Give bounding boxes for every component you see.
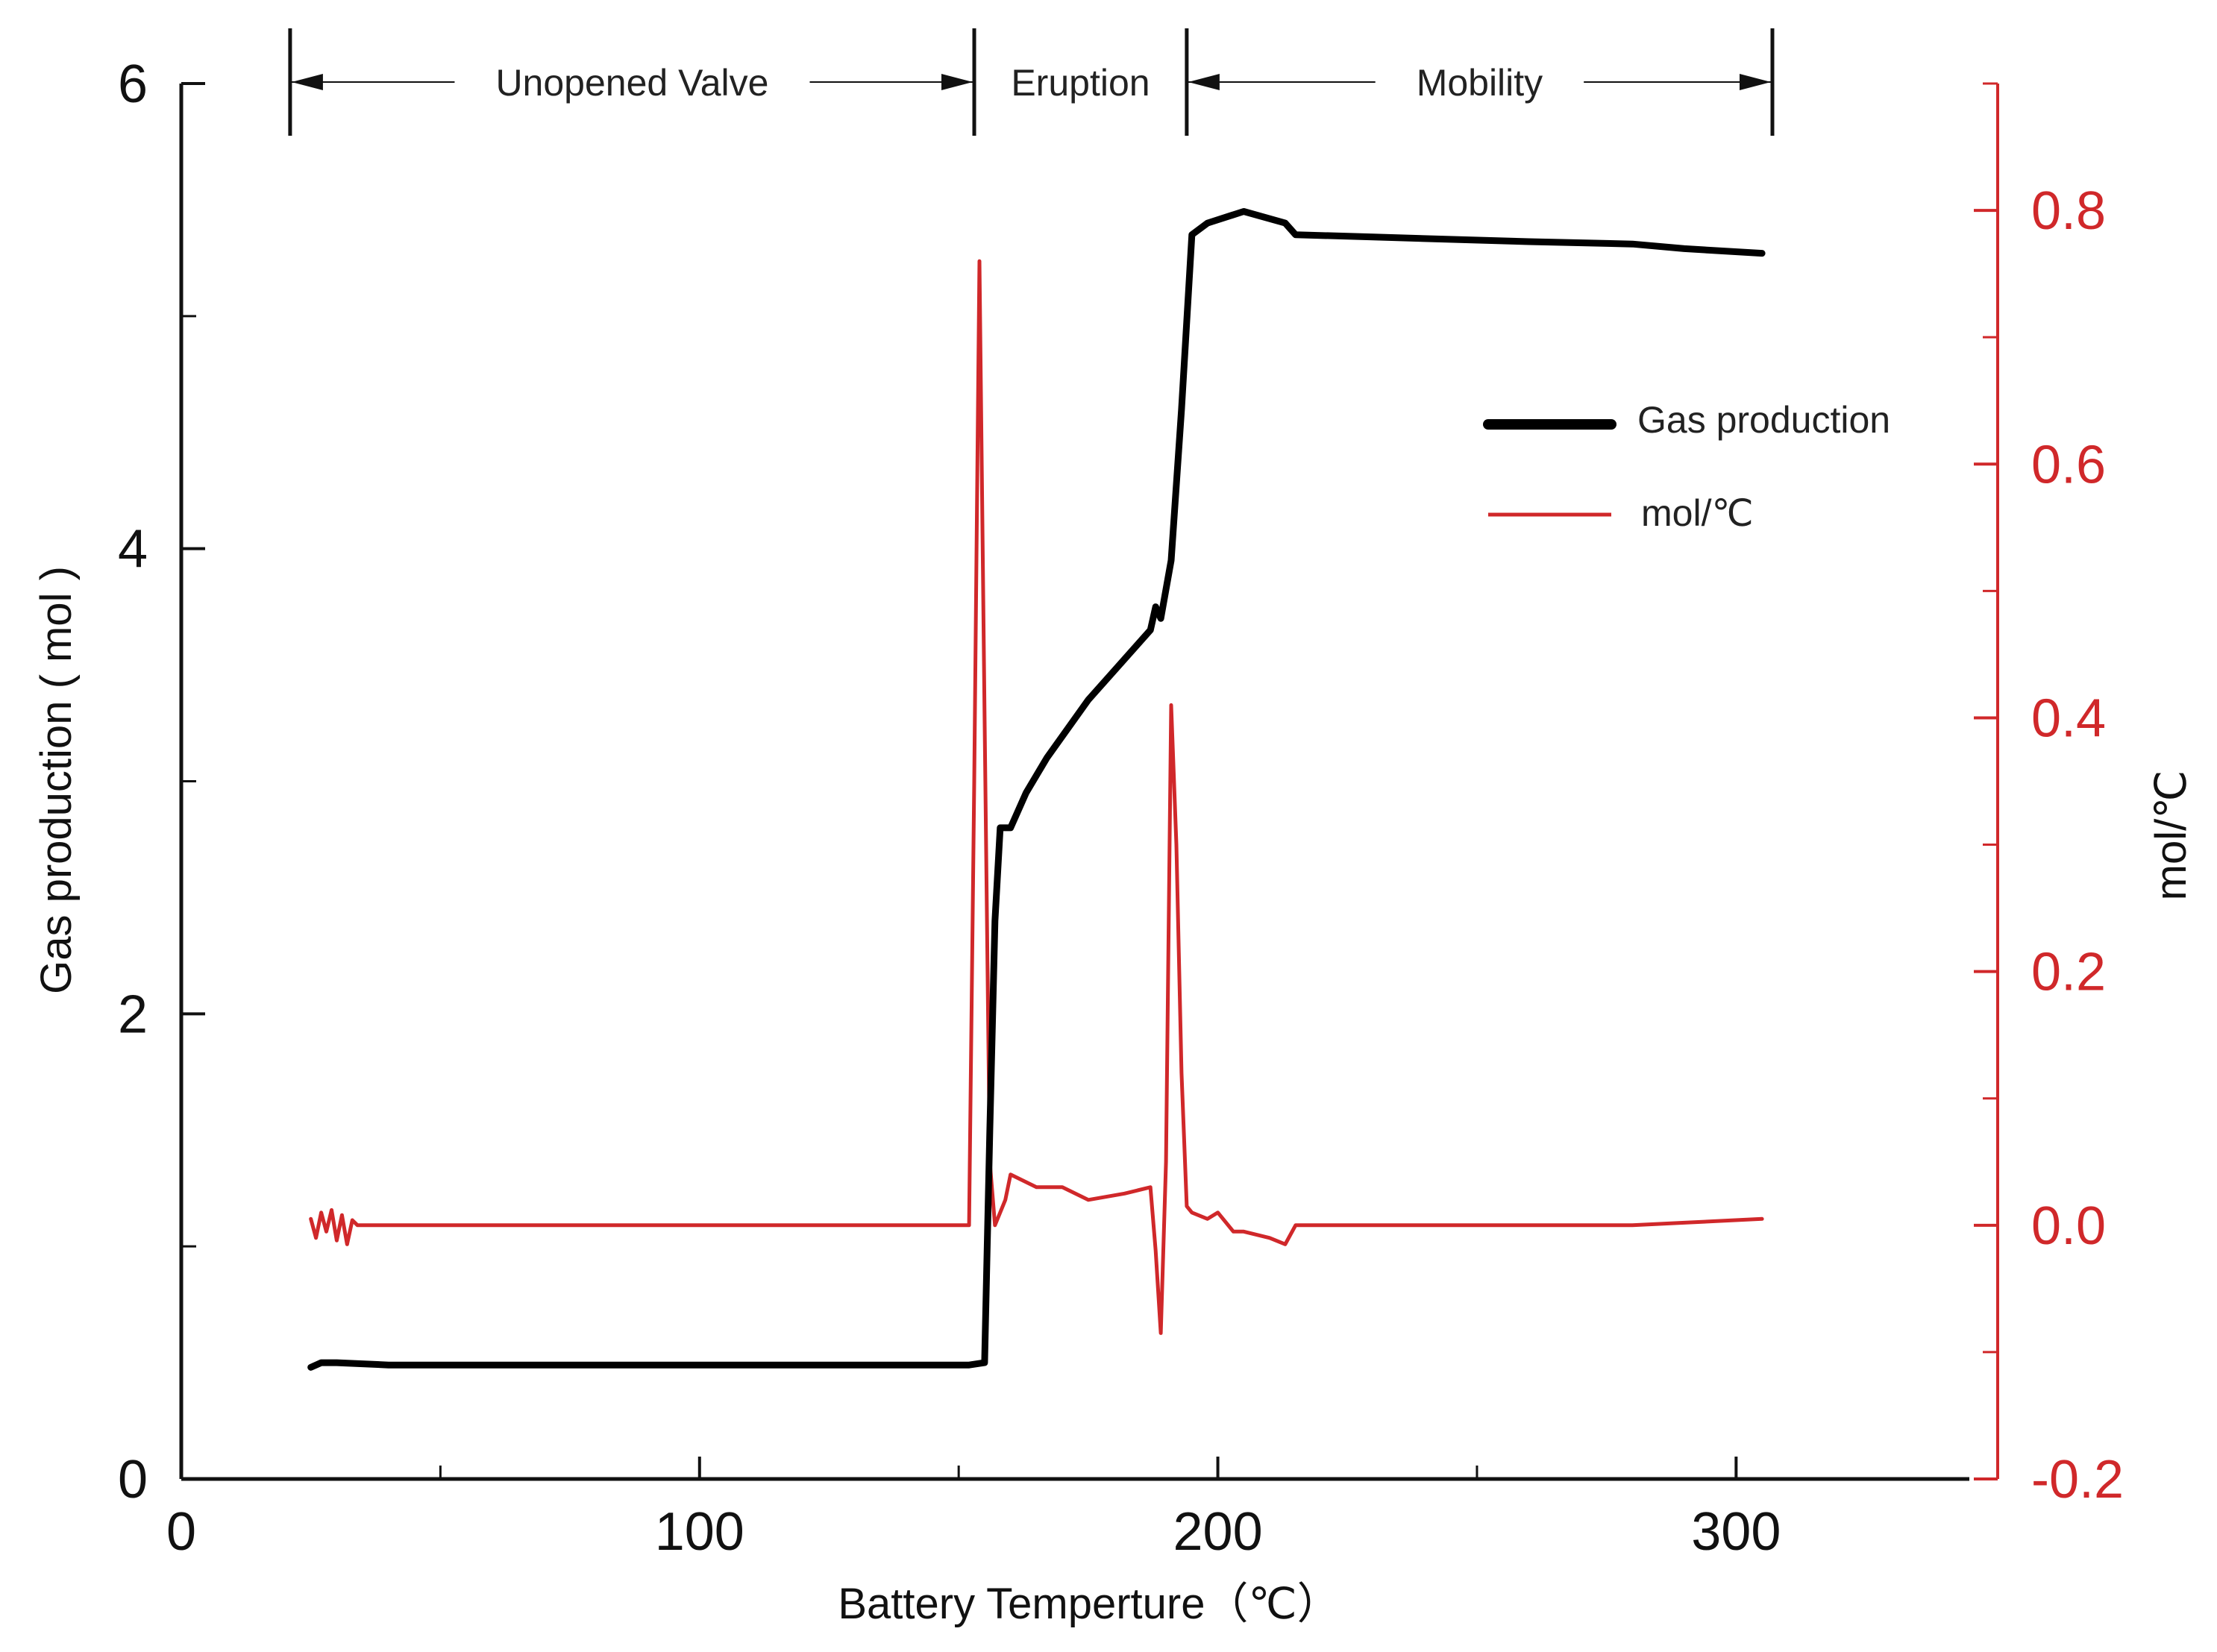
y-right-tick-label: 0.4 xyxy=(2031,688,2106,748)
phase-label: Unopened Valve xyxy=(495,62,768,104)
y-right-tick-label: 0.8 xyxy=(2031,181,2106,241)
y-left-tick-label: 6 xyxy=(118,54,148,114)
legend: Gas production mol/℃ xyxy=(1483,399,1890,534)
phase-arrow-head xyxy=(941,74,973,90)
y-right-tick-label: 0.0 xyxy=(2031,1196,2106,1256)
y-axis-left-title: Gas production ( mol ) xyxy=(32,566,81,994)
x-tick-label: 0 xyxy=(166,1502,196,1562)
series-line-mol-per-c xyxy=(309,259,1764,1335)
phase-annotations: Unopened Valve Eruption Mobility xyxy=(288,28,1775,136)
legend-label-gas-production: Gas production xyxy=(1637,399,1890,441)
x-tick-label: 200 xyxy=(1173,1502,1262,1562)
x-axis-title: Battery Temperture（℃） xyxy=(838,1580,1340,1628)
phase-label: Mobility xyxy=(1417,62,1543,104)
ticks-layer: 0 100 200 300 0 2 4 6 -0.2 0.0 0.2 0.4 0.6 0.8 xyxy=(118,54,2124,1562)
y-left-tick-label: 4 xyxy=(118,520,148,580)
phase-arrow-head xyxy=(1188,74,1220,90)
x-tick-label: 100 xyxy=(655,1502,744,1562)
y-right-tick-label: -0.2 xyxy=(2031,1450,2124,1510)
phase-label: Eruption xyxy=(1011,62,1150,104)
y-left-tick-label: 2 xyxy=(118,984,148,1044)
series-layer xyxy=(307,208,1766,1371)
phase-arrow-head xyxy=(1739,74,1771,90)
y-left-tick-label: 0 xyxy=(118,1450,148,1510)
y-right-tick-label: 0.2 xyxy=(2031,943,2106,1002)
y-right-tick-label: 0.6 xyxy=(2031,435,2106,494)
series-line-gas-production xyxy=(307,208,1766,1371)
x-tick-label: 300 xyxy=(1691,1502,1781,1562)
legend-label-mol-per-c: mol/℃ xyxy=(1641,492,1754,534)
phase-arrow-head xyxy=(291,74,323,90)
y-axis-right-title: mol/℃ xyxy=(2147,770,2195,901)
